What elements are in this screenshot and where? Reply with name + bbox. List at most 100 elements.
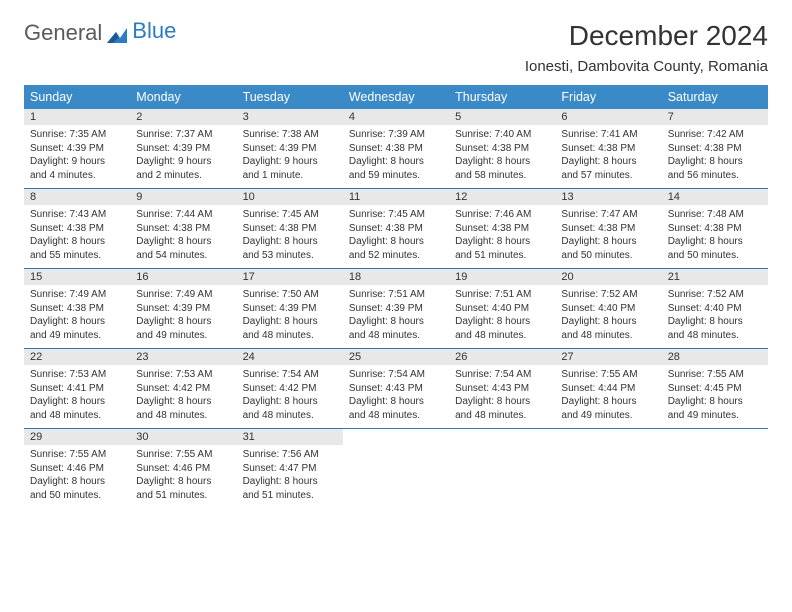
day-header-sun: Sunday bbox=[24, 85, 130, 109]
calendar-cell: 27Sunrise: 7:55 AMSunset: 4:44 PMDayligh… bbox=[555, 349, 661, 428]
sunset-text: Sunset: 4:39 PM bbox=[243, 142, 337, 156]
page-subtitle: Ionesti, Dambovita County, Romania bbox=[525, 58, 768, 75]
calendar-cell: 4Sunrise: 7:39 AMSunset: 4:38 PMDaylight… bbox=[343, 109, 449, 188]
daylight-text: Daylight: 8 hours and 52 minutes. bbox=[349, 235, 443, 262]
calendar-cell: 11Sunrise: 7:45 AMSunset: 4:38 PMDayligh… bbox=[343, 189, 449, 268]
calendar-cell: 5Sunrise: 7:40 AMSunset: 4:38 PMDaylight… bbox=[449, 109, 555, 188]
sunrise-text: Sunrise: 7:43 AM bbox=[30, 208, 124, 222]
daylight-text: Daylight: 8 hours and 48 minutes. bbox=[668, 315, 762, 342]
daylight-text: Daylight: 8 hours and 51 minutes. bbox=[136, 475, 230, 502]
sunset-text: Sunset: 4:38 PM bbox=[349, 142, 443, 156]
day-number: 6 bbox=[555, 109, 661, 125]
calendar-cell: 20Sunrise: 7:52 AMSunset: 4:40 PMDayligh… bbox=[555, 269, 661, 348]
day-number: 26 bbox=[449, 349, 555, 365]
daylight-text: Daylight: 8 hours and 50 minutes. bbox=[561, 235, 655, 262]
day-number: 29 bbox=[24, 429, 130, 445]
day-header-fri: Friday bbox=[555, 85, 661, 109]
sunrise-text: Sunrise: 7:54 AM bbox=[349, 368, 443, 382]
sunset-text: Sunset: 4:38 PM bbox=[455, 222, 549, 236]
day-number: 4 bbox=[343, 109, 449, 125]
daylight-text: Daylight: 9 hours and 1 minute. bbox=[243, 155, 337, 182]
calendar-cell: 17Sunrise: 7:50 AMSunset: 4:39 PMDayligh… bbox=[237, 269, 343, 348]
day-number: 3 bbox=[237, 109, 343, 125]
day-details: Sunrise: 7:54 AMSunset: 4:42 PMDaylight:… bbox=[237, 365, 343, 428]
day-details: Sunrise: 7:42 AMSunset: 4:38 PMDaylight:… bbox=[662, 125, 768, 188]
day-details: Sunrise: 7:52 AMSunset: 4:40 PMDaylight:… bbox=[555, 285, 661, 348]
logo-text-general: General bbox=[24, 20, 102, 46]
day-number: 8 bbox=[24, 189, 130, 205]
day-header-mon: Monday bbox=[130, 85, 236, 109]
day-number: 20 bbox=[555, 269, 661, 285]
sunrise-text: Sunrise: 7:40 AM bbox=[455, 128, 549, 142]
day-details: Sunrise: 7:55 AMSunset: 4:46 PMDaylight:… bbox=[24, 445, 130, 508]
calendar-week: 22Sunrise: 7:53 AMSunset: 4:41 PMDayligh… bbox=[24, 349, 768, 429]
sunset-text: Sunset: 4:42 PM bbox=[136, 382, 230, 396]
sunrise-text: Sunrise: 7:48 AM bbox=[668, 208, 762, 222]
sunset-text: Sunset: 4:40 PM bbox=[455, 302, 549, 316]
day-details: Sunrise: 7:41 AMSunset: 4:38 PMDaylight:… bbox=[555, 125, 661, 188]
day-number: 15 bbox=[24, 269, 130, 285]
sunrise-text: Sunrise: 7:50 AM bbox=[243, 288, 337, 302]
calendar-cell: 19Sunrise: 7:51 AMSunset: 4:40 PMDayligh… bbox=[449, 269, 555, 348]
calendar-cell: 22Sunrise: 7:53 AMSunset: 4:41 PMDayligh… bbox=[24, 349, 130, 428]
daylight-text: Daylight: 8 hours and 48 minutes. bbox=[561, 315, 655, 342]
sunset-text: Sunset: 4:40 PM bbox=[561, 302, 655, 316]
day-number: 30 bbox=[130, 429, 236, 445]
day-details: Sunrise: 7:53 AMSunset: 4:42 PMDaylight:… bbox=[130, 365, 236, 428]
day-details: Sunrise: 7:48 AMSunset: 4:38 PMDaylight:… bbox=[662, 205, 768, 268]
daylight-text: Daylight: 8 hours and 49 minutes. bbox=[30, 315, 124, 342]
daylight-text: Daylight: 8 hours and 48 minutes. bbox=[243, 315, 337, 342]
day-details: Sunrise: 7:55 AMSunset: 4:45 PMDaylight:… bbox=[662, 365, 768, 428]
day-header-sat: Saturday bbox=[662, 85, 768, 109]
day-details: Sunrise: 7:54 AMSunset: 4:43 PMDaylight:… bbox=[449, 365, 555, 428]
calendar-cell: 24Sunrise: 7:54 AMSunset: 4:42 PMDayligh… bbox=[237, 349, 343, 428]
daylight-text: Daylight: 8 hours and 58 minutes. bbox=[455, 155, 549, 182]
calendar-cell: 16Sunrise: 7:49 AMSunset: 4:39 PMDayligh… bbox=[130, 269, 236, 348]
day-number: 28 bbox=[662, 349, 768, 365]
daylight-text: Daylight: 8 hours and 50 minutes. bbox=[30, 475, 124, 502]
calendar-cell: 23Sunrise: 7:53 AMSunset: 4:42 PMDayligh… bbox=[130, 349, 236, 428]
logo-text-blue: Blue bbox=[132, 18, 176, 44]
day-details: Sunrise: 7:51 AMSunset: 4:39 PMDaylight:… bbox=[343, 285, 449, 348]
sunrise-text: Sunrise: 7:44 AM bbox=[136, 208, 230, 222]
day-details: Sunrise: 7:51 AMSunset: 4:40 PMDaylight:… bbox=[449, 285, 555, 348]
day-header-tue: Tuesday bbox=[237, 85, 343, 109]
day-details: Sunrise: 7:54 AMSunset: 4:43 PMDaylight:… bbox=[343, 365, 449, 428]
calendar-cell: 18Sunrise: 7:51 AMSunset: 4:39 PMDayligh… bbox=[343, 269, 449, 348]
daylight-text: Daylight: 8 hours and 59 minutes. bbox=[349, 155, 443, 182]
day-number: 23 bbox=[130, 349, 236, 365]
sunrise-text: Sunrise: 7:55 AM bbox=[668, 368, 762, 382]
day-number: 24 bbox=[237, 349, 343, 365]
sunset-text: Sunset: 4:39 PM bbox=[243, 302, 337, 316]
sunrise-text: Sunrise: 7:52 AM bbox=[561, 288, 655, 302]
day-details: Sunrise: 7:55 AMSunset: 4:44 PMDaylight:… bbox=[555, 365, 661, 428]
sunrise-text: Sunrise: 7:35 AM bbox=[30, 128, 124, 142]
calendar-week: 15Sunrise: 7:49 AMSunset: 4:38 PMDayligh… bbox=[24, 269, 768, 349]
calendar-cell: 8Sunrise: 7:43 AMSunset: 4:38 PMDaylight… bbox=[24, 189, 130, 268]
daylight-text: Daylight: 9 hours and 4 minutes. bbox=[30, 155, 124, 182]
day-number: 22 bbox=[24, 349, 130, 365]
sunset-text: Sunset: 4:46 PM bbox=[136, 462, 230, 476]
day-number: 31 bbox=[237, 429, 343, 445]
sunrise-text: Sunrise: 7:49 AM bbox=[30, 288, 124, 302]
logo-mark-icon bbox=[106, 24, 128, 42]
weeks-container: 1Sunrise: 7:35 AMSunset: 4:39 PMDaylight… bbox=[24, 109, 768, 508]
calendar-cell: 21Sunrise: 7:52 AMSunset: 4:40 PMDayligh… bbox=[662, 269, 768, 348]
calendar-cell: 25Sunrise: 7:54 AMSunset: 4:43 PMDayligh… bbox=[343, 349, 449, 428]
sunrise-text: Sunrise: 7:49 AM bbox=[136, 288, 230, 302]
day-details: Sunrise: 7:38 AMSunset: 4:39 PMDaylight:… bbox=[237, 125, 343, 188]
daylight-text: Daylight: 8 hours and 48 minutes. bbox=[243, 395, 337, 422]
sunset-text: Sunset: 4:38 PM bbox=[349, 222, 443, 236]
daylight-text: Daylight: 8 hours and 48 minutes. bbox=[349, 395, 443, 422]
logo: General Blue bbox=[24, 20, 176, 46]
day-number: 7 bbox=[662, 109, 768, 125]
day-details: Sunrise: 7:50 AMSunset: 4:39 PMDaylight:… bbox=[237, 285, 343, 348]
day-header-thu: Thursday bbox=[449, 85, 555, 109]
day-details: Sunrise: 7:37 AMSunset: 4:39 PMDaylight:… bbox=[130, 125, 236, 188]
sunset-text: Sunset: 4:38 PM bbox=[30, 222, 124, 236]
calendar-cell: 1Sunrise: 7:35 AMSunset: 4:39 PMDaylight… bbox=[24, 109, 130, 188]
calendar-cell bbox=[343, 429, 449, 508]
calendar-cell bbox=[662, 429, 768, 508]
sunrise-text: Sunrise: 7:52 AM bbox=[668, 288, 762, 302]
sunset-text: Sunset: 4:46 PM bbox=[30, 462, 124, 476]
